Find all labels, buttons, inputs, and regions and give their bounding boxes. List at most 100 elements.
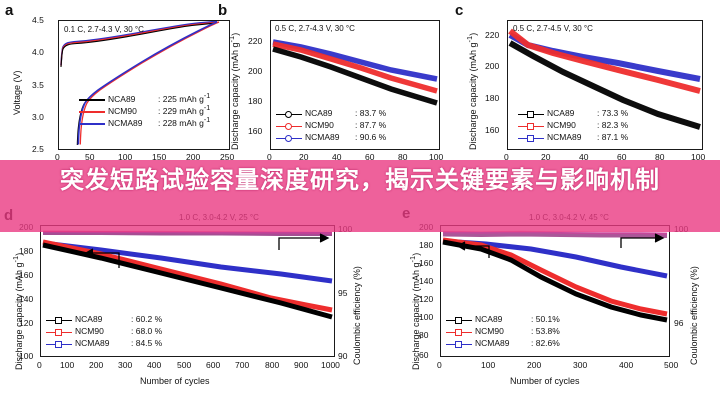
xtick: 0 [37,360,42,370]
legend-marker-swatch [446,315,472,325]
xtick: 200 [89,360,104,370]
ytick: 80 [419,330,429,340]
legend-label: NCA89: 83.7 % [305,108,387,119]
xtick: 100 [481,360,496,370]
panel-b-letter: b [218,2,228,19]
ytick: 200 [485,61,500,71]
legend-label: NCA89: 225 mAh g-1 [108,92,211,105]
ytick: 2.5 [32,144,44,154]
panel-b-condition: 0.5 C, 2.7-4.3 V, 30 °C [275,24,355,33]
legend-label: NCMA89: 82.6% [475,338,560,349]
legend-marker-swatch [46,327,72,337]
ytick: 160 [485,125,500,135]
legend-label: NCA89: 60.2 % [75,314,163,325]
legend-item: NCMA89: 228 mAh g-1 [79,116,210,129]
ytick: 140 [419,276,434,286]
xtick: 0 [55,152,60,162]
right-axis-arrow [620,233,665,248]
panel-e-ylabel-right: Coulombic efficiency (%) [689,266,699,365]
xtick: 600 [206,360,221,370]
panel-c: c Discharge capacity (mAh g-1) 0.5 C, 2.… [447,0,720,165]
panel-e-xlabel: Number of cycles [510,376,580,386]
left-axis-arrow [84,248,120,268]
legend-label: NCM90: 53.8% [475,326,560,337]
legend-marker-swatch [446,339,472,349]
xtick: 900 [294,360,309,370]
panel-d-legend: NCA89: 60.2 % NCM90: 68.0 % NCMA89: 84.5… [46,314,162,350]
xtick: 0 [267,152,272,162]
xtick: 0 [504,152,509,162]
legend-item: NCM90: 229 mAh g-1 [79,104,210,117]
ylabel-tail: ) [230,32,240,36]
legend-line-swatch [79,118,105,128]
legend-label: NCMA89: 84.5 % [75,338,163,349]
legend-item: NCA89: 83.7 % [276,108,386,120]
legend-item: NCA89: 50.1% [446,314,560,326]
xtick: 200 [527,360,542,370]
legend-item: NCMA89: 82.6% [446,338,560,350]
legend-item: NCM90: 68.0 % [46,326,162,338]
legend-item: NCM90: 53.8% [446,326,560,338]
panel-b-legend: NCA89: 83.7 % NCM90: 87.7 % NCMA89: 90.6… [276,108,386,144]
ylabel-sup: -1 [227,35,236,43]
ytick: 100 [419,312,434,322]
legend-marker-swatch [276,121,302,131]
panel-a: a Voltage (V) 0.1 C, 2.7-4.3 V, 30 °C NC… [0,0,240,165]
xtick: 1000 [321,360,340,370]
xtick: 400 [147,360,162,370]
ylabel-sup: -1 [465,35,474,43]
ytick: 3.5 [32,80,44,90]
legend-item: NCA89: 60.2 % [46,314,162,326]
panel-c-letter: c [455,2,464,19]
xtick: 500 [664,360,679,370]
ylabel-text: Discharge capacity (mAh g [468,42,478,150]
ytick: 100 [19,351,34,361]
overlay-banner [0,160,720,232]
panel-b-ylabel: Discharge capacity (mAh g-1) [227,33,240,150]
ytick: 180 [248,96,263,106]
legend-item: NCM90: 82.3 % [518,120,628,132]
xtick: 80 [655,152,665,162]
legend-marker-swatch [276,109,302,119]
panel-d-xlabel: Number of cycles [140,376,210,386]
panel-e-legend: NCA89: 50.1% NCM90: 53.8% NCMA89: 82.6% [446,314,560,350]
ytick: 140 [19,294,34,304]
panel-c-condition: 0.5 C, 2.7-4.5 V, 30 °C [513,24,593,33]
ytick: 160 [419,258,434,268]
legend-item: NCMA89: 84.5 % [46,338,162,350]
panel-c-ylabel: Discharge capacity (mAh g-1) [465,33,478,150]
legend-label: NCA89: 73.3 % [547,108,629,119]
right-axis-arrow [278,233,330,250]
panel-d-plot: 1.0 C, 3.0-4.2 V, 25 °C [40,213,335,357]
panel-d-ylabel-right: Coulombic efficiency (%) [352,266,362,365]
legend-marker-swatch [518,133,544,143]
legend-item: NCMA89: 90.6 % [276,132,386,144]
panel-c-legend: NCA89: 73.3 % NCM90: 82.3 % NCMA89: 87.1… [518,108,628,144]
panel-c-plot: 0.5 C, 2.7-4.5 V, 30 °C NCA89: 73.3 % [507,20,703,150]
ytick: 180 [19,246,34,256]
ytick: 60 [419,350,429,360]
legend-label: NCM90: 87.7 % [305,120,387,131]
legend-label: NCMA89: 90.6 % [305,132,387,143]
panel-e-plot: 1.0 C, 3.0-4.2 V, 45 °C [440,213,670,357]
xtick: 700 [235,360,250,370]
ytick: 3.0 [32,112,44,122]
panel-a-ylabel: Voltage (V) [12,70,22,115]
panel-b-plot: 0.5 C, 2.7-4.3 V, 30 °C NCA89: 83.7 % [270,20,440,150]
panel-e-curves [442,230,668,323]
xtick: 200 [186,152,201,162]
ylabel-tail: ) [411,252,421,256]
ytick-right: 95 [338,288,348,298]
legend-marker-swatch [46,315,72,325]
legend-label: NCA89: 50.1% [475,314,560,325]
xtick: 500 [177,360,192,370]
ytick: 4.0 [32,47,44,57]
ytick: 160 [248,126,263,136]
legend-marker-swatch [446,327,472,337]
xtick: 100 [691,152,706,162]
ytick: 180 [419,240,434,250]
ytick: 200 [248,66,263,76]
legend-item: NCA89: 73.3 % [518,108,628,120]
xtick: 300 [573,360,588,370]
